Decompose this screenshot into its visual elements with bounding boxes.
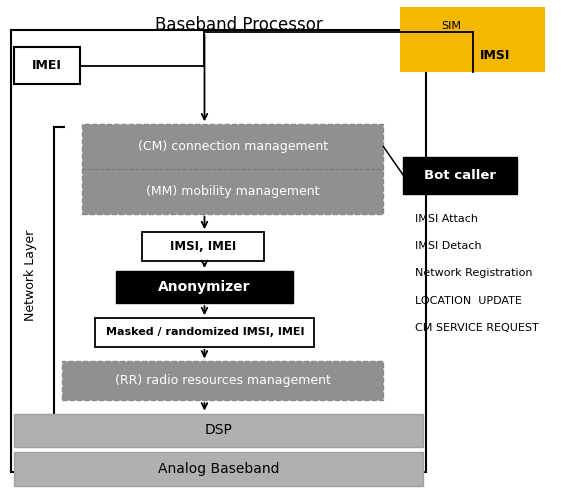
Text: SIM: SIM [441, 20, 461, 30]
Bar [82, 124, 383, 214]
Text: IMSI, IMEI: IMSI, IMEI [170, 240, 236, 253]
Text: Bot caller: Bot caller [424, 168, 496, 182]
Text: IMSI: IMSI [479, 49, 509, 63]
Text: (MM) mobility management: (MM) mobility management [146, 185, 320, 198]
Bar [62, 361, 383, 400]
Text: IMSI Attach: IMSI Attach [415, 214, 478, 224]
Text: Baseband Processor: Baseband Processor [154, 16, 323, 34]
Text: Network Registration: Network Registration [415, 268, 532, 278]
Bar [403, 157, 517, 194]
Text: Anonymizer: Anonymizer [158, 280, 250, 294]
Text: DSP: DSP [204, 423, 233, 437]
Bar [14, 452, 423, 486]
Text: IMEI: IMEI [32, 59, 62, 73]
Bar [14, 47, 80, 84]
Text: Masked / randomized IMSI, IMEI: Masked / randomized IMSI, IMEI [106, 328, 304, 337]
Text: (CM) connection management: (CM) connection management [138, 140, 328, 153]
Text: Analog Baseband: Analog Baseband [158, 462, 279, 476]
Bar [14, 414, 423, 447]
Bar [95, 318, 314, 347]
Text: IMSI Detach: IMSI Detach [415, 241, 481, 251]
Bar [400, 7, 545, 72]
Text: CM SERVICE REQUEST: CM SERVICE REQUEST [415, 323, 538, 333]
Text: Network Layer: Network Layer [24, 230, 36, 321]
Text: LOCATION  UPDATE: LOCATION UPDATE [415, 296, 521, 306]
Bar [11, 30, 426, 472]
Text: (RR) radio resources management: (RR) radio resources management [115, 374, 331, 387]
Bar [116, 271, 293, 303]
Bar [142, 232, 264, 261]
